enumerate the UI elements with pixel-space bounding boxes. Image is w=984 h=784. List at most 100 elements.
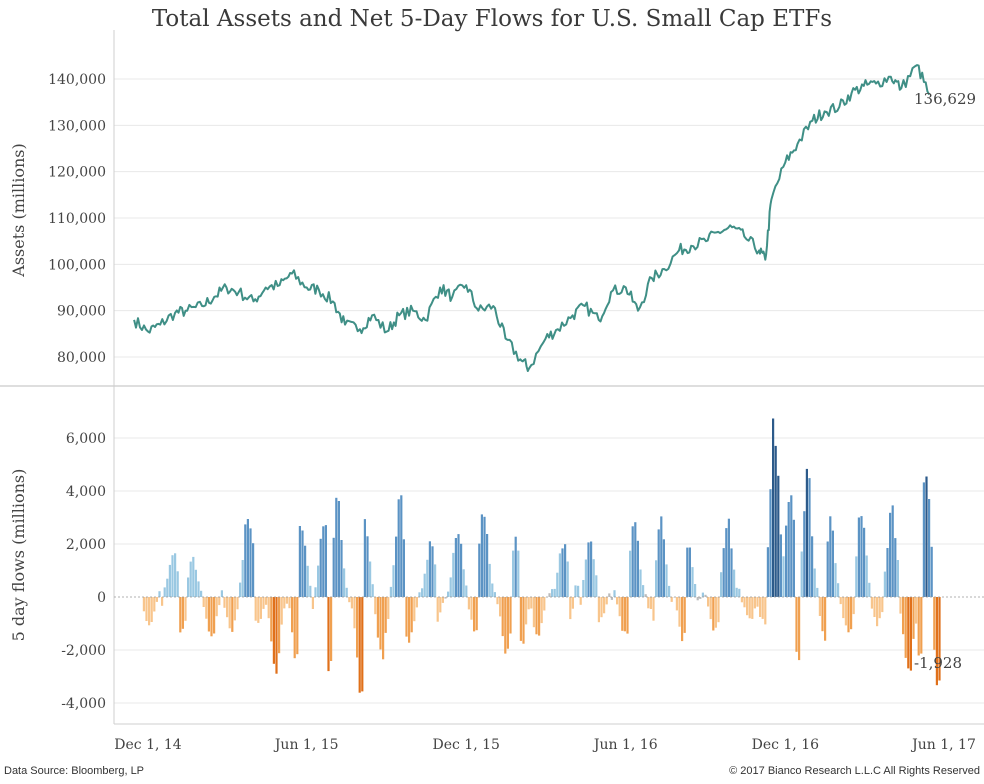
flow-bar [626, 597, 629, 634]
flow-bar [826, 541, 829, 597]
flow-bar [348, 597, 351, 603]
flow-bar [441, 597, 444, 603]
flow-bar [319, 538, 322, 597]
flow-bar [259, 597, 262, 619]
flow-bar [600, 597, 603, 618]
flow-bar [712, 597, 715, 631]
flow-bar [267, 597, 270, 619]
flow-bar [912, 597, 915, 639]
flow-bar [538, 597, 541, 636]
flow-bar [779, 534, 782, 597]
flow-bar [652, 597, 655, 621]
flow-bar [751, 597, 754, 619]
flow-bar [688, 547, 691, 597]
flow-bar [486, 534, 489, 597]
top-y-axis-title: Assets (millions) [9, 143, 28, 277]
flow-bar [478, 543, 481, 597]
flow-bar [756, 597, 759, 607]
flow-bar [421, 588, 424, 597]
top-y-tick-label: 90,000 [57, 304, 106, 320]
flow-bar [382, 597, 385, 660]
x-tick-label: Jun 1, 16 [592, 737, 658, 753]
flow-bar [189, 561, 192, 597]
flow-bar [777, 475, 780, 597]
flow-bar [415, 597, 418, 608]
flow-bar [519, 597, 522, 641]
flow-bar [262, 597, 265, 609]
flow-bar [873, 597, 876, 617]
flow-bar [928, 499, 931, 597]
flow-bar [686, 547, 689, 597]
flow-bar [496, 597, 499, 605]
flow-bar [803, 511, 806, 597]
bottom-y-axis-title: 5 day flows (millions) [9, 469, 28, 642]
flow-bar [668, 585, 671, 597]
chart-title: Total Assets and Net 5-Day Flows for U.S… [151, 6, 833, 32]
flow-bar [665, 564, 668, 597]
flow-bar [584, 559, 587, 597]
top-y-tick-label: 120,000 [48, 165, 106, 181]
flow-bar [246, 519, 249, 597]
flow-bar [655, 560, 658, 597]
x-tick-label: Dec 1, 15 [433, 737, 500, 753]
flow-bar [821, 597, 824, 632]
flow-bar [605, 597, 608, 605]
flow-bar [938, 597, 941, 681]
flow-bar [384, 597, 387, 633]
flow-bar [639, 569, 642, 597]
flow-bar [304, 545, 307, 597]
flow-bar [834, 563, 837, 597]
flow-bar [150, 597, 153, 622]
flow-bar [530, 597, 533, 609]
flow-bar [907, 597, 910, 669]
flow-bar [613, 590, 616, 597]
flow-bar [922, 482, 925, 597]
flow-bar [363, 519, 366, 597]
top-panel-grid [114, 78, 984, 358]
flow-bar [709, 597, 712, 620]
flow-bar [870, 597, 873, 609]
flow-bar [727, 518, 730, 597]
flow-bar [683, 597, 686, 633]
flow-bar [925, 476, 928, 597]
flow-bar [631, 526, 634, 597]
flow-bar [514, 536, 517, 597]
flow-bar [181, 597, 184, 629]
flow-bar [418, 592, 421, 597]
flow-bar [933, 597, 936, 650]
bottom-panel-grid [114, 437, 984, 704]
copyright-note: © 2017 Bianco Research L.L.C All Rights … [729, 765, 980, 777]
flow-bar [311, 597, 314, 609]
flow-bar [714, 597, 717, 628]
flow-bar [522, 597, 525, 644]
flow-bar [899, 597, 902, 614]
flow-bar [254, 597, 257, 621]
flow-bar [257, 597, 260, 623]
flow-bar [324, 525, 327, 597]
flow-bar [894, 538, 897, 597]
flow-bar [314, 587, 317, 597]
flow-bar [704, 594, 707, 597]
flow-bar [644, 594, 647, 597]
flow-bar [278, 597, 281, 654]
flow-bar [512, 550, 515, 597]
flow-bar [197, 581, 200, 597]
top-y-tick-label: 130,000 [48, 118, 106, 134]
flow-bar [280, 597, 283, 625]
flow-bar [735, 587, 738, 597]
flow-bar [431, 546, 434, 597]
flow-bar [361, 597, 364, 692]
flow-bar [623, 597, 626, 632]
flow-bar [337, 501, 340, 597]
flow-bar [930, 546, 933, 597]
flow-bar [766, 547, 769, 597]
flow-bar [460, 543, 463, 597]
flow-bar [187, 577, 190, 597]
flow-bar [662, 539, 665, 597]
flow-bar [145, 597, 148, 621]
flow-bar [863, 527, 866, 597]
flow-bar [618, 597, 621, 617]
bottom-y-tick-label: -4,000 [61, 696, 106, 712]
flow-bar [759, 597, 762, 617]
